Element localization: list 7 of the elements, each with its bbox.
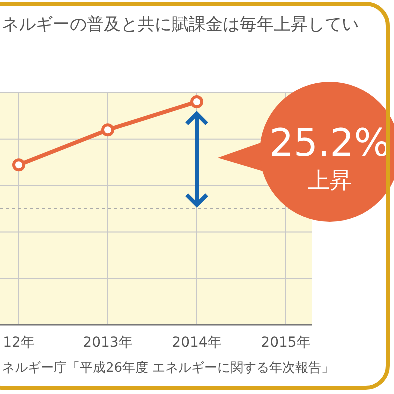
x-tick-label: 2013年 (83, 335, 133, 351)
x-tick-label: 2015年 (261, 335, 311, 351)
text: ネルギー庁「平成26年度 エネルギーに関する年次報告」 (2, 360, 335, 376)
annotation: 25.2% 上昇 (270, 121, 390, 194)
x-tick-label: 2014年 (172, 335, 222, 351)
x-tick-label: 12年 (3, 335, 35, 351)
title: ネルギーの普及と共に賦課金は毎年上昇してい (2, 15, 359, 35)
